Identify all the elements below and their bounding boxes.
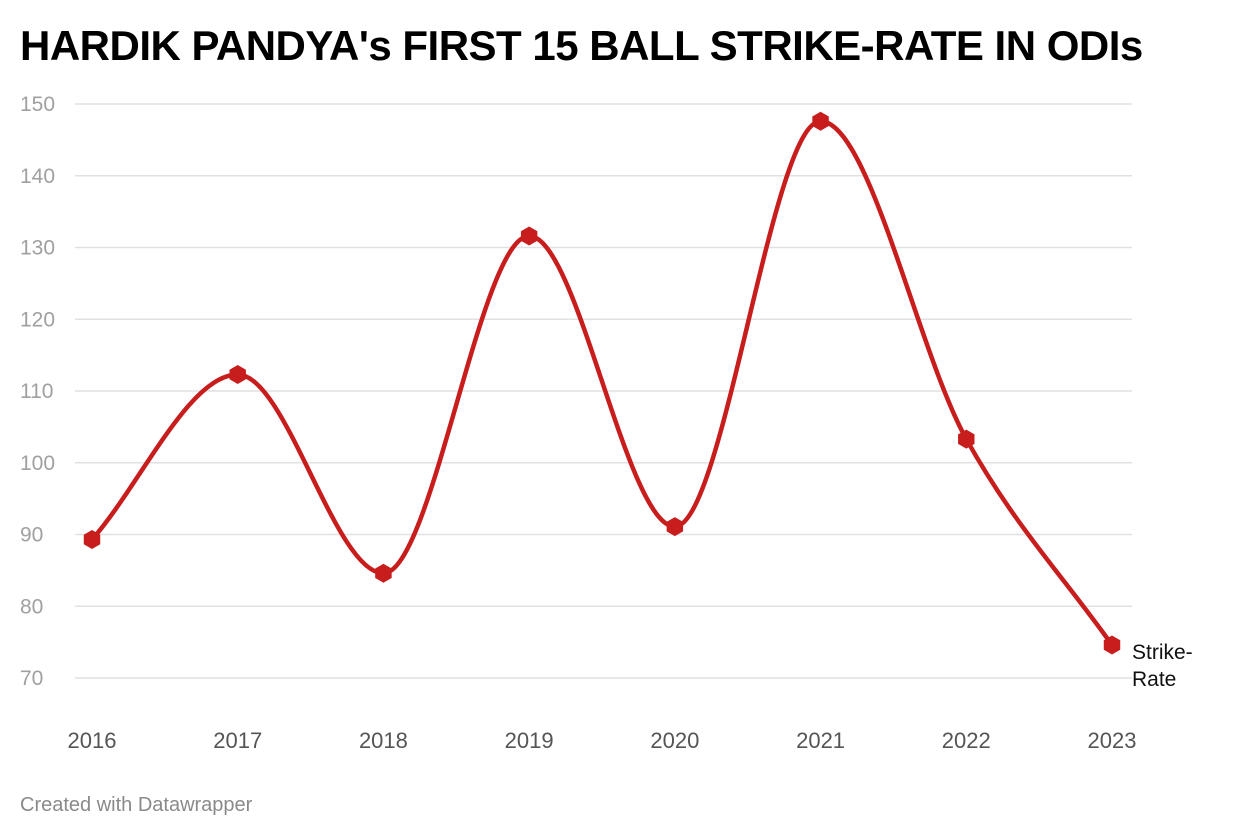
data-point-marker — [229, 365, 246, 384]
x-tick-label: 2022 — [942, 728, 991, 753]
x-tick-label: 2017 — [213, 728, 262, 753]
x-tick-label: 2019 — [505, 728, 554, 753]
y-tick-label: 130 — [20, 237, 55, 260]
x-tick-label: 2018 — [359, 728, 408, 753]
x-tick-label: 2023 — [1088, 728, 1137, 753]
y-tick-label: 100 — [20, 452, 55, 475]
series-label-line: Strike- — [1132, 641, 1193, 664]
y-tick-label: 120 — [20, 308, 55, 331]
chart-title: HARDIK PANDYA's FIRST 15 BALL STRIKE-RAT… — [20, 22, 1143, 69]
footer-credit: Created with Datawrapper — [20, 794, 253, 816]
x-tick-label: 2016 — [68, 728, 117, 753]
data-point-marker — [83, 530, 101, 550]
y-tick-label: 70 — [20, 667, 43, 690]
data-markers — [83, 111, 1121, 655]
series-line-group — [89, 118, 1115, 648]
series-line — [89, 118, 1115, 648]
x-tick-label: 2020 — [650, 728, 699, 753]
y-tick-label: 150 — [20, 93, 55, 116]
series-label: Strike- Rate — [1132, 641, 1193, 691]
y-tick-label: 140 — [20, 165, 55, 188]
data-point-marker — [1103, 635, 1121, 655]
data-point-marker — [812, 111, 829, 131]
series-label-group: Strike- Rate — [1132, 641, 1193, 691]
x-axis-ticks: 2016 2017 2018 2019 2020 2021 2022 2023 — [68, 728, 1137, 753]
data-point-marker — [520, 226, 538, 246]
y-tick-label: 90 — [20, 524, 43, 547]
y-tick-label: 80 — [20, 595, 43, 618]
data-point-marker — [666, 517, 684, 537]
data-point-marker — [958, 429, 975, 449]
x-tick-label: 2021 — [796, 728, 845, 753]
y-axis-ticks: 70 80 90 100 110 120 130 140 150 — [20, 93, 55, 690]
data-point-marker — [375, 563, 392, 583]
gridlines — [75, 103, 1132, 679]
y-tick-label: 110 — [20, 380, 53, 403]
series-label-line: Rate — [1132, 668, 1176, 691]
